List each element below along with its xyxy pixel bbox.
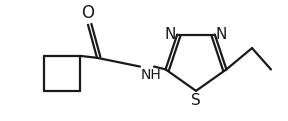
Text: N: N	[165, 27, 176, 42]
Text: S: S	[191, 93, 201, 108]
Text: N: N	[216, 27, 227, 42]
Text: NH: NH	[141, 68, 162, 82]
Text: O: O	[82, 4, 94, 22]
